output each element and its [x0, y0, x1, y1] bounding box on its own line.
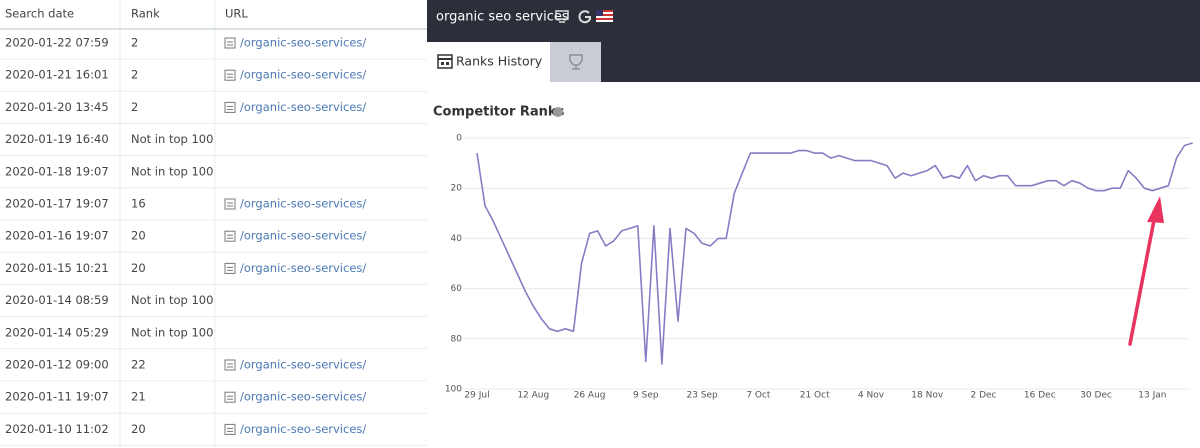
table-cell: 2020-01-19 16:40	[5, 132, 109, 146]
x-tick-label: 13 Jan	[1138, 391, 1166, 401]
table-cell: 20	[131, 229, 146, 243]
page-icon-frame	[224, 391, 236, 403]
trophy-icon	[569, 54, 583, 70]
tab-trophy[interactable]	[550, 42, 601, 82]
page-icon	[224, 391, 236, 403]
help-icon	[553, 107, 563, 117]
table-cell: 2	[131, 100, 138, 114]
flag-icon	[596, 10, 613, 22]
x-tick-label: 2 Dec	[971, 391, 997, 401]
table-cell: Not in top 100	[131, 293, 213, 307]
table-cell: 2020-01-12 09:00	[5, 358, 109, 372]
x-tick-label: 9 Sep	[633, 391, 659, 401]
table-cell: 2020-01-22 07:59	[5, 36, 109, 50]
table-header: Search date	[5, 7, 74, 21]
url-link[interactable]: /organic-seo-services/	[240, 358, 366, 372]
table-cell: 22	[131, 358, 146, 372]
table-cell: 2020-01-11 19:07	[5, 390, 109, 404]
page-icon-frame	[224, 69, 236, 81]
y-tick-label: 80	[451, 334, 463, 344]
x-tick-label: 21 Oct	[800, 391, 830, 401]
page-icon-frame	[224, 230, 236, 242]
google-icon	[578, 10, 591, 24]
chart-title: Competitor Ranks	[433, 105, 565, 120]
page-icon	[224, 230, 236, 242]
x-tick-label: 7 Oct	[746, 391, 771, 401]
url-link[interactable]: /organic-seo-services/	[240, 422, 366, 436]
url-link[interactable]: /organic-seo-services/	[240, 197, 366, 211]
table-cell: 2020-01-17 19:07	[5, 197, 109, 211]
y-tick-label: 60	[451, 284, 463, 294]
table-cell: Not in top 100	[131, 325, 213, 339]
x-tick-label: 18 Nov	[911, 391, 944, 401]
table-cell: 2020-01-20 13:45	[5, 100, 109, 114]
table-cell: 2020-01-16 19:07	[5, 229, 109, 243]
y-tick-label: 100	[445, 385, 462, 395]
x-tick-label: 30 Dec	[1080, 391, 1112, 401]
url-link[interactable]: /organic-seo-services/	[240, 261, 366, 275]
table-cell: 2	[131, 36, 138, 50]
calendar-icon	[437, 54, 453, 69]
page-icon-frame	[224, 101, 236, 113]
table-cell: Not in top 100	[131, 132, 213, 146]
page-icon	[224, 198, 236, 210]
table-cell: 2020-01-15 10:21	[5, 261, 109, 275]
tab-label[interactable]: Ranks History	[456, 54, 543, 69]
annotation-arrow	[1128, 196, 1164, 346]
url-link[interactable]: /organic-seo-services/	[240, 390, 366, 404]
url-link[interactable]: /organic-seo-services/	[240, 100, 366, 114]
table-cell: Not in top 100	[131, 164, 213, 178]
keyword: organic seo services	[436, 10, 569, 25]
x-tick-label: 23 Sep	[686, 391, 718, 401]
table-cell: 21	[131, 390, 146, 404]
page-icon	[224, 69, 236, 81]
x-tick-label: 26 Aug	[574, 391, 606, 401]
table-cell: 2020-01-14 08:59	[5, 293, 109, 307]
x-tick-label: 16 Dec	[1024, 391, 1056, 401]
x-tick-label: 4 Nov	[858, 391, 885, 401]
table-cell: 2020-01-10 11:02	[5, 422, 109, 436]
page-icon	[224, 423, 236, 435]
page-icon	[224, 262, 236, 274]
page-icon	[224, 37, 236, 49]
page-icon-frame	[224, 359, 236, 371]
x-tick-label: 12 Aug	[517, 391, 549, 401]
y-tick-label: 40	[451, 234, 463, 244]
page-icon-frame	[224, 198, 236, 210]
y-tick-label: 20	[451, 184, 463, 194]
table-cell: 2020-01-18 19:07	[5, 164, 109, 178]
url-link[interactable]: /organic-seo-services/	[240, 229, 366, 243]
url-link[interactable]: /organic-seo-services/	[240, 36, 366, 50]
page-icon	[224, 359, 236, 371]
table-header: URL	[225, 7, 248, 21]
page-icon-frame	[224, 423, 236, 435]
table-cell: 2	[131, 68, 138, 82]
device-icon	[555, 10, 569, 23]
x-tick-label: 29 Jul	[464, 391, 489, 401]
url-link[interactable]: /organic-seo-services/	[240, 68, 366, 82]
table-cell: 16	[131, 197, 146, 211]
page-icon	[224, 101, 236, 113]
table-cell: 20	[131, 261, 146, 275]
rank-line	[476, 142, 1193, 365]
page-icon-frame	[224, 262, 236, 274]
table-cell: 2020-01-21 16:01	[5, 68, 109, 82]
table-cell: 20	[131, 422, 146, 436]
y-tick-label: 0	[456, 134, 462, 144]
table-header: Rank	[131, 7, 160, 21]
table-cell: 2020-01-14 05:29	[5, 325, 109, 339]
page-icon-frame	[224, 37, 236, 49]
